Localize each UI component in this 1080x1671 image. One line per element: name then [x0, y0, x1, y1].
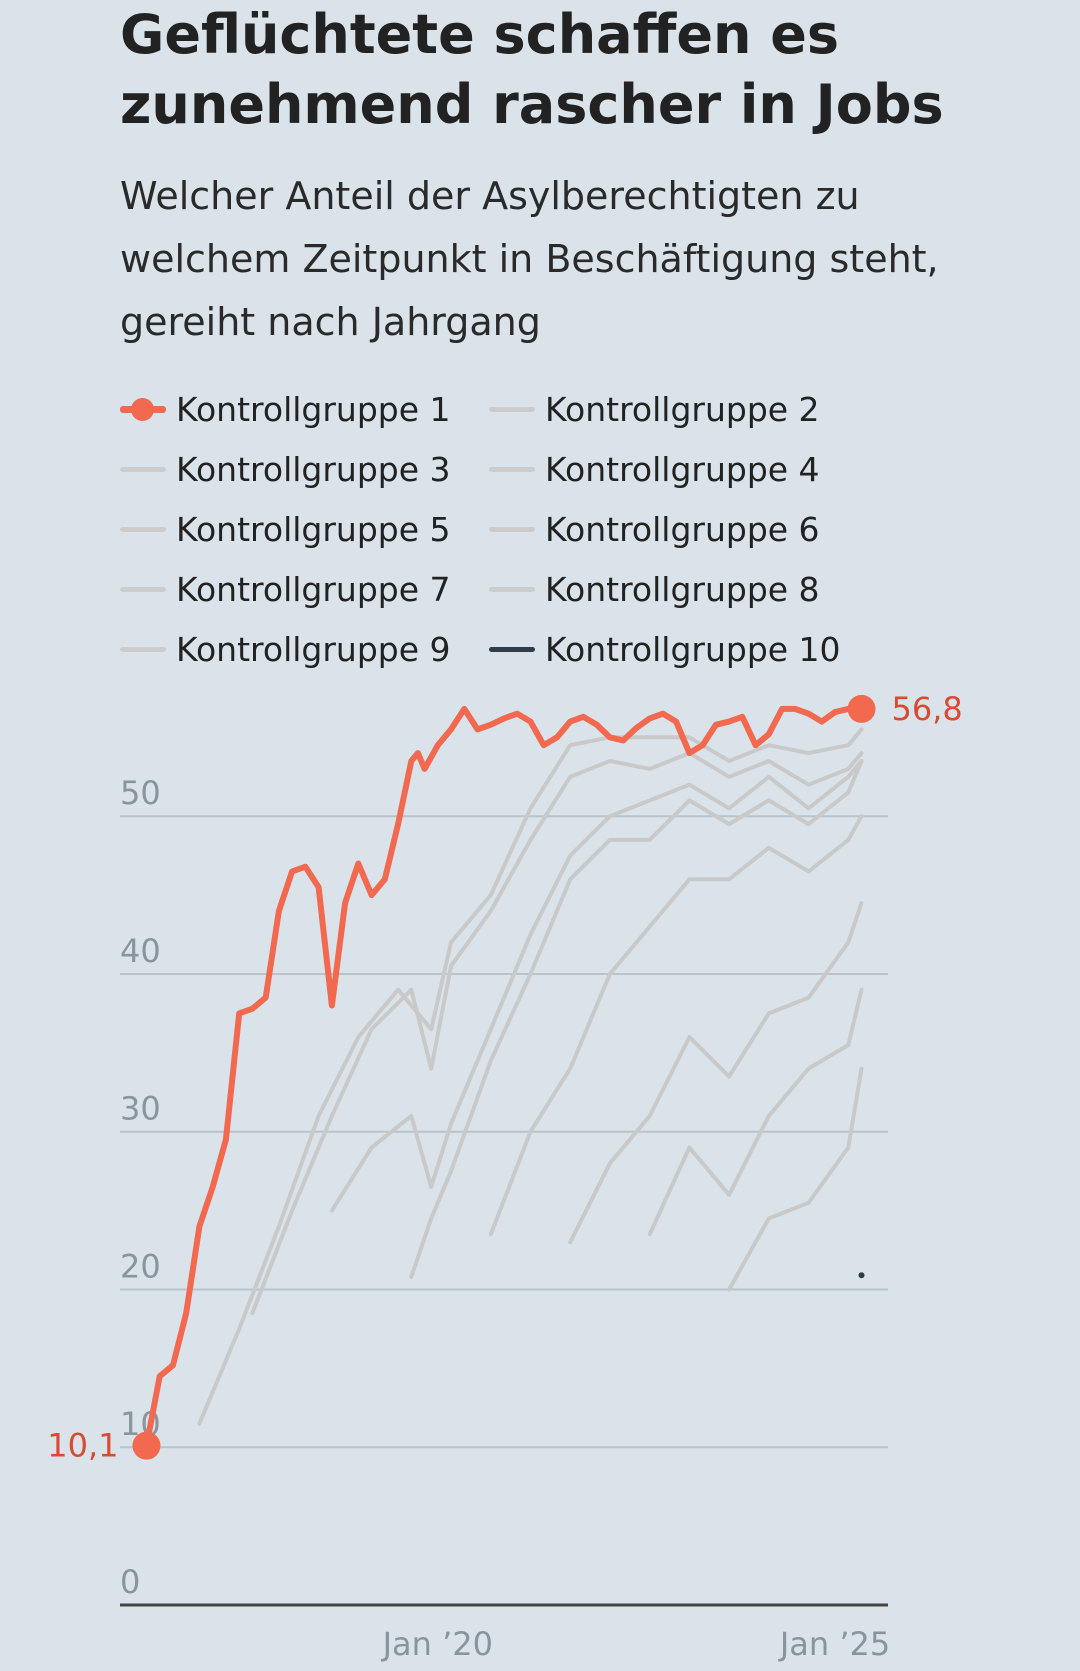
series-line [250, 751, 864, 1316]
x-tick-label: Jan ’25 [778, 1625, 890, 1663]
legend-item-kontrollgruppe-8[interactable]: Kontrollgruppe 8 [489, 570, 820, 609]
legend-swatch [120, 587, 166, 592]
y-tick-label: 50 [120, 774, 161, 812]
end-point [847, 694, 876, 723]
legend-item-kontrollgruppe-5[interactable]: Kontrollgruppe 5 [120, 510, 451, 549]
legend-swatch [120, 647, 166, 652]
series-point [858, 1272, 865, 1279]
legend-item-kontrollgruppe-9[interactable]: Kontrollgruppe 9 [120, 630, 451, 669]
start-value-label: 10,1 [47, 1427, 118, 1465]
chart-title: Geflüchtete schaffen es zunehmend rasche… [120, 3, 944, 136]
legend-label: Kontrollgruppe 2 [545, 390, 820, 429]
series-line [647, 987, 864, 1237]
legend-swatch [489, 467, 536, 472]
legend-label: Kontrollgruppe 8 [545, 570, 820, 609]
legend-swatch-highlight [120, 398, 166, 421]
legend-swatch [120, 527, 166, 532]
series-line [329, 759, 864, 1213]
chart-subtitle: Welcher Anteil der Asylberechtigten zu w… [120, 174, 939, 344]
legend-label: Kontrollgruppe 3 [176, 450, 451, 489]
legend-item-kontrollgruppe-7[interactable]: Kontrollgruppe 7 [120, 570, 451, 609]
legend-swatch [489, 527, 536, 532]
series-line [568, 901, 864, 1245]
legend-swatch [489, 407, 536, 412]
y-tick-label: 0 [120, 1563, 140, 1601]
y-tick-label: 40 [120, 932, 161, 970]
legend-label: Kontrollgruppe 7 [176, 570, 451, 609]
x-tick-label: Jan ’20 [381, 1625, 493, 1663]
series-line [197, 727, 864, 1426]
legend-label: Kontrollgruppe 6 [545, 510, 820, 549]
y-tick-label: 30 [120, 1090, 161, 1128]
series-line [409, 759, 864, 1279]
legend-label: Kontrollgruppe 5 [176, 510, 451, 549]
legend-swatch-dark [489, 647, 536, 652]
legend: Kontrollgruppe 1 Kontrollgruppe 2 Kontro… [120, 380, 900, 680]
legend-swatch [120, 467, 166, 472]
highlight-series-line [143, 705, 865, 1449]
legend-item-kontrollgruppe-2[interactable]: Kontrollgruppe 2 [489, 390, 820, 429]
y-tick-label: 20 [120, 1247, 161, 1285]
legend-label: Kontrollgruppe 4 [545, 450, 820, 489]
start-point [132, 1431, 161, 1460]
end-value-label: 56,8 [892, 690, 963, 728]
legend-swatch [489, 587, 536, 592]
legend-label: Kontrollgruppe 10 [545, 630, 841, 669]
legend-item-kontrollgruppe-4[interactable]: Kontrollgruppe 4 [489, 450, 820, 489]
legend-item-kontrollgruppe-6[interactable]: Kontrollgruppe 6 [489, 510, 820, 549]
series-line [488, 814, 864, 1237]
legend-item-kontrollgruppe-3[interactable]: Kontrollgruppe 3 [120, 450, 451, 489]
legend-label: Kontrollgruppe 9 [176, 630, 451, 669]
legend-label: Kontrollgruppe 1 [176, 390, 451, 429]
legend-item-kontrollgruppe-10[interactable]: Kontrollgruppe 10 [489, 630, 841, 669]
legend-item-kontrollgruppe-1[interactable]: Kontrollgruppe 1 [120, 390, 451, 429]
series-line [727, 1066, 864, 1292]
